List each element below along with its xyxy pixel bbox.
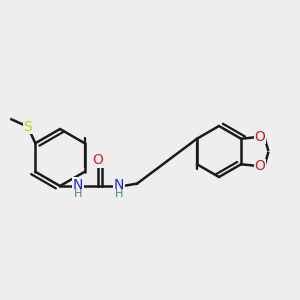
Text: H: H — [115, 189, 123, 200]
Text: O: O — [93, 153, 104, 167]
Text: N: N — [73, 178, 83, 192]
Text: N: N — [114, 178, 124, 192]
Text: H: H — [74, 189, 82, 200]
Text: O: O — [254, 130, 266, 144]
Text: O: O — [254, 159, 266, 173]
Text: S: S — [23, 120, 32, 134]
